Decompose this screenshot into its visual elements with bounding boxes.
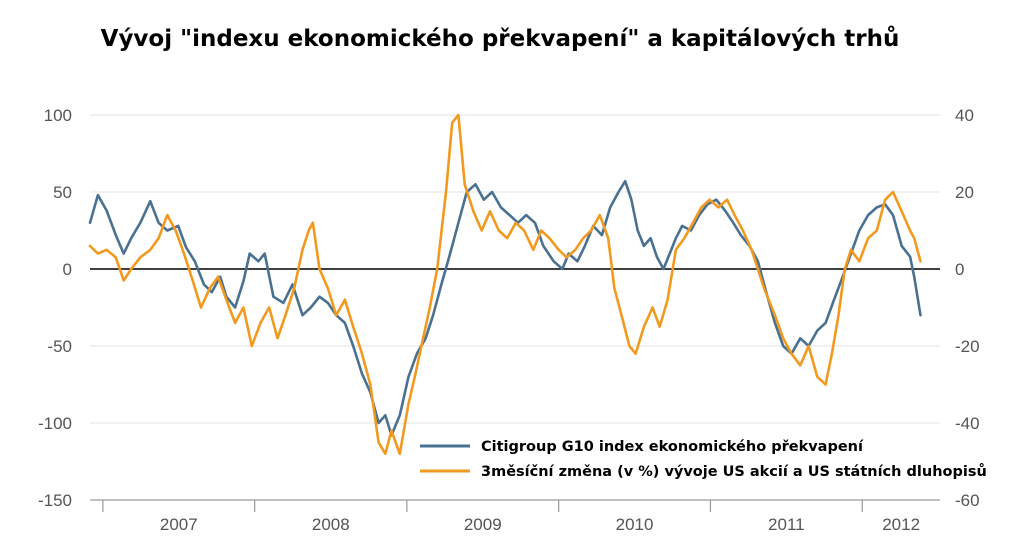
y-left-tick-label: 0 xyxy=(63,260,72,279)
legend-background xyxy=(412,432,1012,482)
y-left-tick-label: 100 xyxy=(44,106,72,125)
chart-title: Vývoj "indexu ekonomického překvapení" a… xyxy=(100,26,900,52)
x-tick-label: 2010 xyxy=(616,515,654,534)
x-tick-label: 2011 xyxy=(768,515,805,534)
y-left-tick-label: -150 xyxy=(38,491,72,510)
x-tick-label: 2008 xyxy=(312,515,350,534)
series-lines xyxy=(88,113,922,456)
legend: Citigroup G10 index ekonomického překvap… xyxy=(412,432,1012,482)
axes: 100 50 0 -50 -100 -150 40 20 0 -20 -40 -60 2007 2008 2… xyxy=(38,106,980,534)
y-right-tick-label: 0 xyxy=(955,260,964,279)
y-right-tick-label: 40 xyxy=(955,106,974,125)
y-left-tick-label: -50 xyxy=(47,337,72,356)
grid-lines xyxy=(90,114,940,501)
legend-label-2: 3měsíční změna (v %) vývoje US akcií a U… xyxy=(481,463,987,480)
y-left-tick-label: -100 xyxy=(38,414,72,433)
y-right-tick-label: -60 xyxy=(955,491,980,510)
legend-label-1: Citigroup G10 index ekonomického překvap… xyxy=(481,439,864,455)
series-line-2 xyxy=(88,113,922,456)
x-tick-label: 2007 xyxy=(160,515,198,534)
y-left-tick-label: 50 xyxy=(53,183,72,202)
x-tick-label: 2012 xyxy=(882,515,920,534)
y-right-tick-label: 20 xyxy=(955,183,974,202)
y-right-tick-label: -40 xyxy=(955,414,980,433)
series-line-1 xyxy=(88,179,922,437)
x-tick-label: 2009 xyxy=(464,515,502,534)
y-right-tick-label: -20 xyxy=(955,337,980,356)
